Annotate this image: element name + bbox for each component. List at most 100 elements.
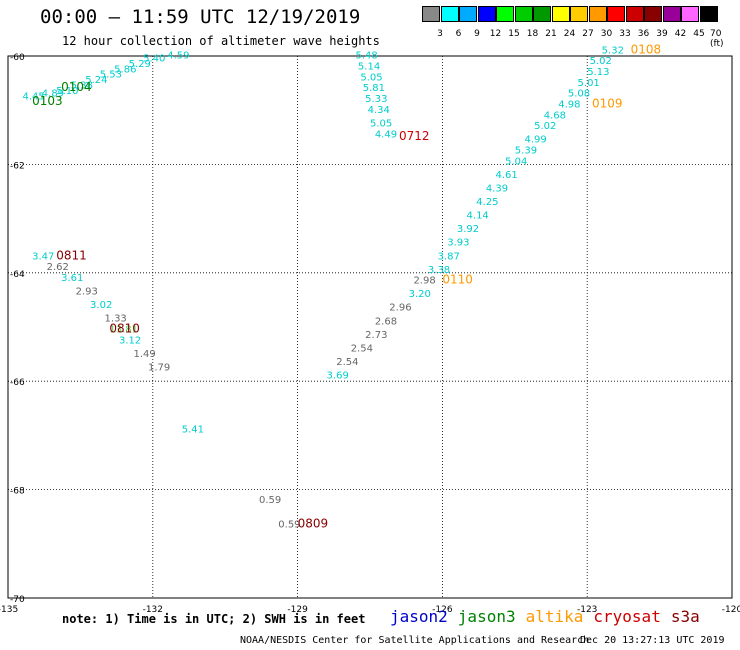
swh-value-label: 5.10 — [56, 86, 78, 97]
swh-value-label: 2.62 — [47, 262, 69, 273]
generation-timestamp: Dec 20 13:27:13 UTC 2019 — [580, 635, 725, 646]
swh-value-label: 0.59 — [278, 520, 300, 531]
colorbar-swatch — [681, 6, 699, 22]
colorbar-tick-label: 33 — [619, 29, 631, 39]
y-tick-label: -68 — [10, 487, 25, 497]
swh-value-label: 2.68 — [375, 316, 397, 327]
swh-value-label: 4.99 — [524, 135, 546, 146]
swh-value-label: 5.08 — [568, 89, 590, 100]
colorbar-swatch — [551, 6, 570, 22]
pass-time-label: 0104 — [61, 80, 92, 94]
swh-value-label: 3.12 — [119, 335, 141, 346]
colorbar-swatch — [422, 6, 440, 22]
colorbar-tick-label: 39 — [656, 29, 668, 39]
swh-value-label: 3.02 — [90, 300, 112, 311]
swh-value-label: 4.68 — [544, 110, 566, 121]
mission-legend: jason2 jason3 altika cryosat s3a — [390, 607, 710, 626]
swh-value-label: 1.79 — [148, 362, 170, 373]
swh-value-label: 3.87 — [438, 251, 460, 262]
mission-jason3: jason3 — [457, 607, 516, 626]
colorbar-swatch — [625, 6, 644, 22]
chart-subtitle: 12 hour collection of altimeter wave hei… — [62, 34, 380, 48]
swh-value-label: 5.81 — [363, 83, 385, 94]
swh-value-label: 5.41 — [182, 425, 204, 436]
swh-value-label: 3.20 — [409, 289, 431, 300]
y-tick-label: -60 — [10, 53, 25, 63]
swh-value-label: 5.13 — [587, 67, 609, 78]
mission-s3a: s3a — [670, 607, 700, 626]
colorbar-tick-label: 18 — [526, 29, 539, 39]
colorbar-tick-label: 42 — [674, 29, 687, 39]
swh-value-label: 5.14 — [358, 62, 380, 73]
swh-value-label: 4.25 — [476, 197, 498, 208]
swh-value-label: 5.38 — [71, 81, 93, 92]
swh-value-label: 1.33 — [105, 314, 127, 325]
colorbar-swatch — [459, 6, 477, 22]
colorbar-unit: 70 (ft) — [710, 29, 724, 49]
colorbar-swatch — [644, 6, 662, 22]
colorbar-tick-label: 27 — [582, 29, 594, 39]
pass-time-label: 0108 — [631, 42, 662, 56]
colorbar-swatch — [496, 6, 514, 22]
swh-value-label: 5.01 — [578, 78, 600, 89]
colorbar-tick-label: 12 — [489, 29, 502, 39]
swh-value-label: 4.49 — [375, 129, 397, 140]
mission-altika: altika — [525, 607, 584, 626]
y-tick-label: -64 — [10, 270, 25, 280]
swh-value-label: 4.61 — [495, 170, 517, 181]
swh-value-label: 2.93 — [76, 286, 98, 297]
pass-time-label: 0110 — [442, 273, 473, 287]
swh-value-label: 5.48 — [356, 51, 378, 62]
colorbar-tick-label: 6 — [455, 29, 462, 39]
colorbar-tick-label: 21 — [545, 29, 557, 39]
colorbar-swatch — [607, 6, 625, 22]
x-tick-label: -129 — [287, 605, 308, 615]
swh-value-label: 4.14 — [467, 211, 489, 222]
colorbar-swatch — [662, 6, 681, 22]
pass-time-label: 0712 — [399, 129, 430, 143]
colorbar-swatch — [533, 6, 551, 22]
colorbar-tick-label: 3 — [437, 29, 443, 39]
swh-value-label: 5.86 — [114, 64, 136, 75]
x-tick-label: -126 — [432, 605, 453, 615]
swh-value-label: 4.45 — [22, 91, 44, 102]
swh-value-label: 5.53 — [100, 70, 122, 81]
swh-value-label: 4.59 — [167, 51, 189, 62]
swh-value-label: 2.98 — [413, 276, 435, 287]
pass-time-label: 0810 — [109, 321, 140, 335]
swh-value-label: 5.05 — [360, 72, 382, 83]
swh-value-label: 0.59 — [259, 495, 281, 506]
swh-value-label: 5.04 — [505, 156, 527, 167]
pass-time-label: 0809 — [298, 517, 329, 531]
colorbar-tick-label: 24 — [563, 29, 576, 39]
swh-value-label: 1.49 — [133, 349, 155, 360]
swh-value-label: 5.24 — [85, 75, 107, 86]
colorbar-swatch — [477, 6, 496, 22]
y-tick-label: -62 — [10, 161, 25, 171]
y-tick-label: -70 — [10, 595, 25, 605]
swh-value-label: 5.40 — [143, 53, 165, 64]
swh-value-label: 13.81 — [109, 324, 138, 335]
colorbar-swatch — [514, 6, 533, 22]
swh-value-label: 5.33 — [365, 94, 387, 105]
x-tick-label: -120 — [722, 605, 740, 615]
swh-value-label: 3.69 — [327, 370, 349, 381]
colorbar-tick-label: 9 — [474, 29, 480, 39]
swh-value-label: 3.38 — [428, 265, 450, 276]
swh-value-label: 2.54 — [351, 343, 373, 354]
swh-value-label: 5.05 — [370, 118, 392, 129]
credit-line: NOAA/NESDIS Center for Satellite Applica… — [240, 635, 590, 646]
swh-value-label: 3.47 — [32, 251, 54, 262]
swh-value-label: 5.29 — [129, 59, 151, 70]
swh-value-label: 5.02 — [590, 56, 612, 67]
mission-jason2: jason2 — [390, 607, 448, 626]
swh-value-label: 3.92 — [457, 224, 479, 235]
chart-title: 00:00 — 11:59 UTC 12/19/2019 — [40, 6, 361, 28]
swh-value-label: 4.89 — [42, 89, 64, 100]
swh-value-label: 2.73 — [365, 330, 387, 341]
pass-time-label: 0811 — [56, 248, 87, 262]
colorbar-swatch — [440, 6, 459, 22]
swh-value-label: 4.39 — [486, 184, 508, 195]
